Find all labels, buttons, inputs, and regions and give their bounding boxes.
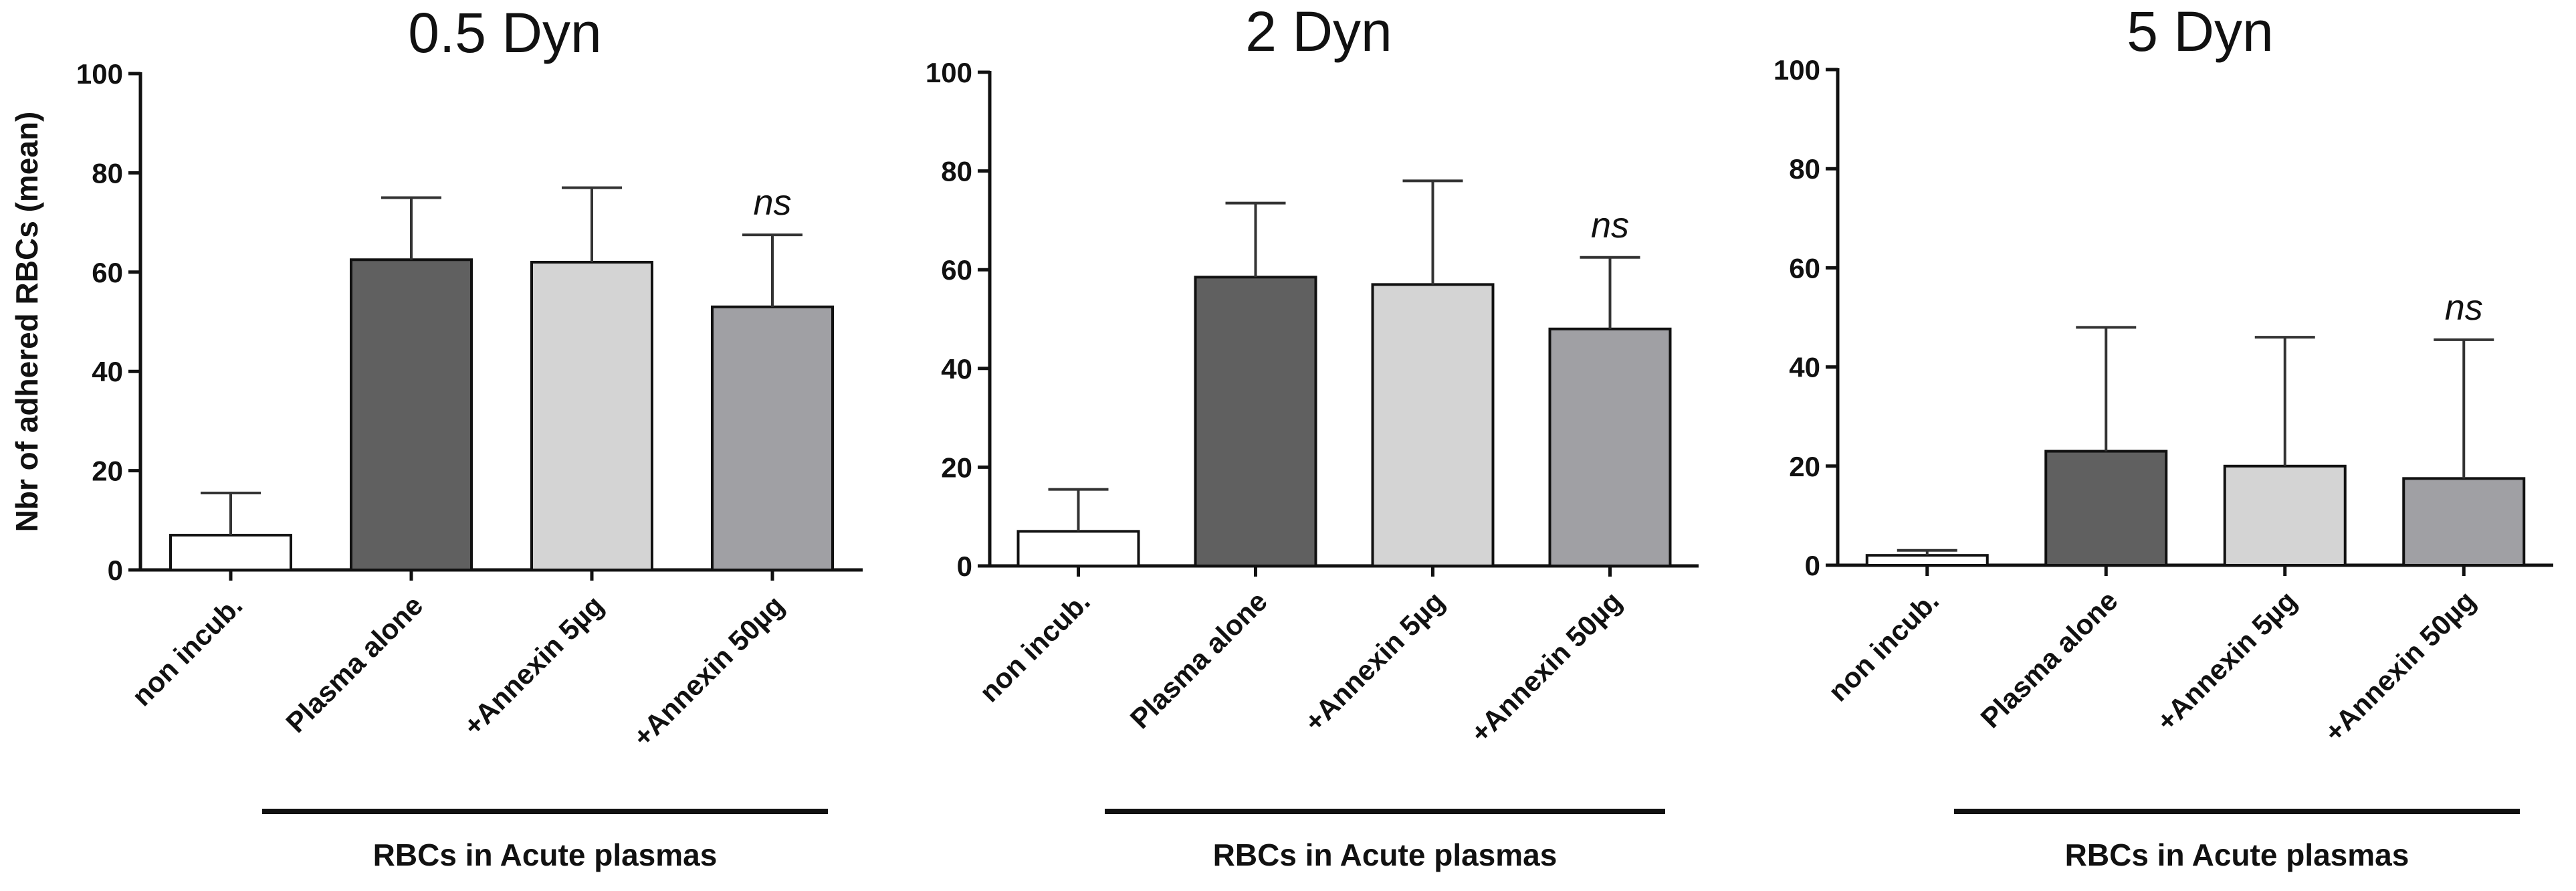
x-category-label: +Annexin 5µg bbox=[1298, 585, 1451, 738]
y-tick-label: 0 bbox=[957, 551, 972, 582]
bar-annexin-5-g bbox=[530, 260, 653, 571]
y-tick-label: 80 bbox=[941, 156, 972, 187]
panel-title: 0.5 Dyn bbox=[408, 1, 602, 64]
x-category-label: +Annexin 5µg bbox=[457, 589, 610, 742]
y-tick-label: 0 bbox=[1805, 550, 1820, 581]
bar-non-incub bbox=[169, 534, 292, 571]
y-tick-label: 40 bbox=[92, 356, 123, 387]
bar-plasma-alone bbox=[350, 258, 473, 571]
y-tick-label: 20 bbox=[1789, 451, 1820, 482]
bar-annexin-50-g bbox=[1548, 327, 1672, 567]
annotation-ns: ns bbox=[2445, 288, 2483, 328]
y-tick-label: 20 bbox=[941, 452, 972, 483]
annotation-ns: ns bbox=[1591, 205, 1629, 245]
group-label: RBCs in Acute plasmas bbox=[2065, 837, 2409, 872]
x-category-label: non incub. bbox=[974, 585, 1096, 708]
bar-annexin-5-g bbox=[2223, 464, 2347, 567]
chart-panel-2-dyn: 2 Dyn 0 20 40 60 80 100 ns non incub. Plasma alon… bbox=[926, 0, 1699, 872]
y-tick-label: 40 bbox=[941, 353, 972, 385]
y-tick-label: 40 bbox=[1789, 352, 1820, 383]
chart-panel-5-dyn: 5 Dyn 0 20 40 60 80 100 ns non incub. Plasma alon… bbox=[1774, 0, 2553, 872]
bar-non-incub bbox=[1016, 530, 1140, 568]
y-tick-label: 60 bbox=[1789, 252, 1820, 284]
bar-plasma-alone bbox=[2044, 450, 2168, 567]
x-category-label: Plasma alone bbox=[1975, 585, 2124, 734]
y-tick-label: 100 bbox=[76, 58, 123, 90]
x-category-label: non incub. bbox=[126, 589, 248, 712]
x-category-label: Plasma alone bbox=[1124, 585, 1273, 734]
bar-annexin-50-g bbox=[2402, 477, 2526, 567]
panel-title: 5 Dyn bbox=[2127, 0, 2273, 63]
y-tick-label: 100 bbox=[1774, 54, 1820, 86]
y-tick-label: 60 bbox=[92, 257, 123, 288]
x-category-label: +Annexin 5µg bbox=[2150, 585, 2302, 737]
bar-non-incub bbox=[1865, 554, 1989, 567]
panel-title: 2 Dyn bbox=[1245, 0, 1392, 63]
y-tick-label: 80 bbox=[92, 157, 123, 189]
x-category-label: +Annexin 50µg bbox=[1465, 585, 1628, 749]
x-category-label: non incub. bbox=[1822, 585, 1945, 707]
chart-panel-0-5-dyn: 0.5 Dyn Nbr of adhered RBCs (mean) 0 20 40 60… bbox=[9, 1, 863, 872]
y-axis-title: Nbr of adhered RBCs (mean) bbox=[9, 112, 44, 532]
y-tick-label: 0 bbox=[108, 555, 123, 586]
y-tick-label: 20 bbox=[92, 456, 123, 487]
annotation-ns: ns bbox=[753, 183, 791, 223]
x-category-label: +Annexin 50µg bbox=[2318, 585, 2481, 748]
y-tick-label: 60 bbox=[941, 254, 972, 286]
group-label: RBCs in Acute plasmas bbox=[1213, 837, 1558, 872]
group-label: RBCs in Acute plasmas bbox=[373, 837, 718, 872]
bar-annexin-50-g bbox=[711, 305, 834, 571]
bar-plasma-alone bbox=[1194, 276, 1317, 567]
x-category-label: Plasma alone bbox=[280, 589, 429, 738]
y-tick-label: 100 bbox=[926, 57, 972, 88]
y-tick-label: 80 bbox=[1789, 153, 1820, 185]
bar-annexin-5-g bbox=[1371, 283, 1495, 567]
x-category-label: +Annexin 50µg bbox=[627, 589, 790, 753]
